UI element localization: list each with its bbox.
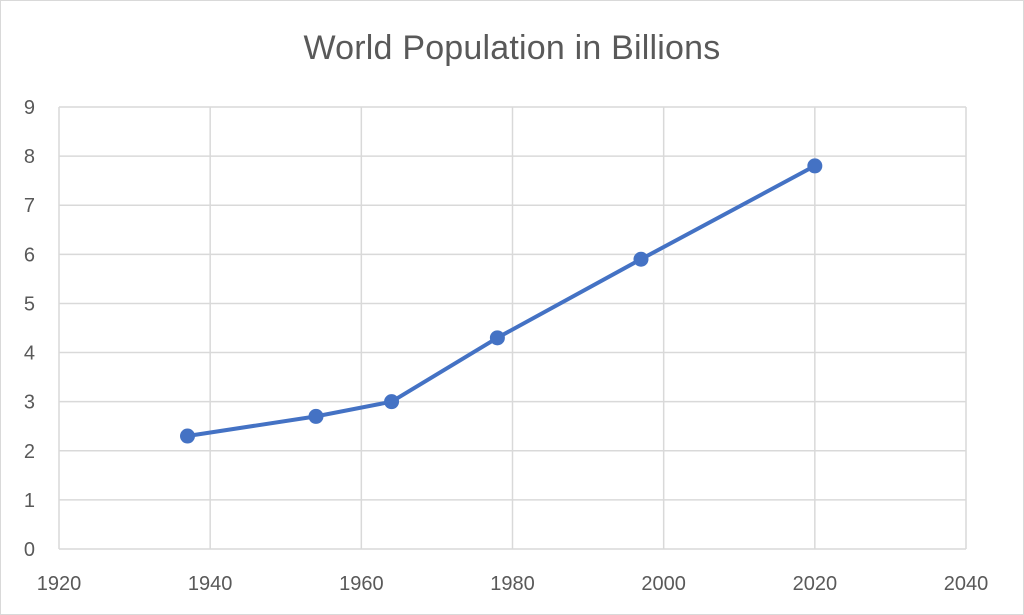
x-tick-label: 1980 — [490, 573, 535, 595]
y-tick-label: 8 — [24, 146, 35, 168]
gridlines — [58, 106, 967, 550]
y-tick-label: 5 — [24, 293, 35, 315]
data-point — [633, 251, 649, 267]
x-tick-label: 1960 — [339, 573, 384, 595]
x-tick-label: 2020 — [793, 573, 838, 595]
y-tick-label: 0 — [24, 539, 35, 561]
y-tick-label: 1 — [24, 490, 35, 512]
y-tick-label: 6 — [24, 244, 35, 266]
x-tick-label: 1940 — [188, 573, 233, 595]
data-point — [807, 158, 823, 174]
x-tick-label: 1920 — [37, 573, 82, 595]
y-tick-label: 7 — [24, 195, 35, 217]
data-point — [179, 428, 195, 444]
data-point — [489, 330, 505, 346]
y-tick-label: 4 — [24, 343, 35, 365]
data-point — [384, 394, 400, 410]
y-tick-label: 9 — [24, 97, 35, 119]
y-tick-label: 2 — [24, 441, 35, 463]
series-line — [185, 163, 817, 438]
series-layer — [179, 158, 823, 444]
x-tick-label: 2000 — [641, 573, 686, 595]
chart-title: World Population in Billions — [303, 29, 721, 67]
axis-labels: 0 1 2 3 4 5 6 7 8 9 1920 1940 1960 1980 2000 2020 2040 — [24, 97, 988, 595]
data-point — [308, 408, 324, 424]
x-tick-label: 2040 — [944, 573, 989, 595]
y-tick-label: 3 — [24, 392, 35, 414]
